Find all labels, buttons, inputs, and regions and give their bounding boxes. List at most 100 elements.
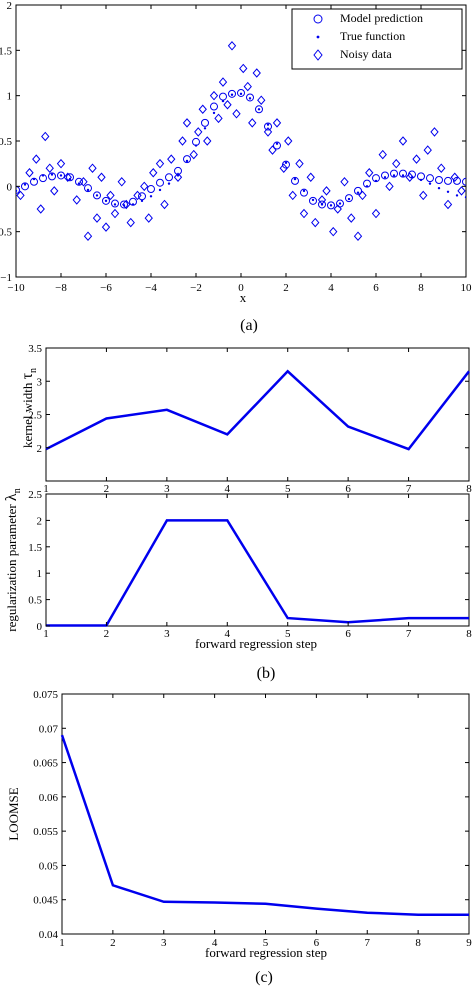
panel-c-loomse-plot: 1 2 3 4 5 6 7 8 9 0.04 0.045 0.05 0.055 0.06 0.065 0.07… bbox=[6, 689, 472, 986]
true-function-point bbox=[365, 185, 369, 188]
x-tick-label: −4 bbox=[145, 282, 157, 294]
y-tick-label: 0.055 bbox=[33, 826, 58, 838]
x-tick-label: 2 bbox=[283, 282, 289, 294]
noisy-data-point bbox=[16, 190, 25, 201]
panel-b-top-ticks: 1 2 3 4 5 6 7 8 2 2.5 3 3.5 bbox=[28, 343, 472, 495]
noisy-data-point bbox=[126, 217, 135, 228]
noisy-data-point bbox=[92, 213, 102, 223]
true-function-point bbox=[86, 188, 90, 192]
panel-c-plot-area bbox=[61, 693, 470, 935]
true-function-point bbox=[392, 174, 396, 177]
x-tick-label: 8 bbox=[466, 628, 472, 640]
true-function-point bbox=[275, 142, 279, 145]
x-tick-label: 3 bbox=[164, 628, 170, 640]
model-prediction-point bbox=[75, 177, 83, 186]
panel-c-x-axis-label: forward regression step bbox=[205, 945, 327, 960]
true-function-point bbox=[437, 186, 441, 190]
panel-b-top-plot-area bbox=[45, 347, 470, 482]
true-function-point bbox=[77, 182, 81, 185]
y-tick-label: 2 bbox=[37, 443, 43, 455]
noisy-data-point bbox=[252, 68, 261, 78]
noisy-data-point bbox=[423, 145, 432, 155]
true-function-point bbox=[320, 203, 324, 206]
y-tick-label: 0 bbox=[7, 181, 13, 193]
true-function-point bbox=[293, 177, 297, 181]
noisy-data-point bbox=[203, 136, 212, 146]
x-tick-label: 9 bbox=[466, 937, 472, 949]
noisy-data-point bbox=[347, 213, 356, 223]
noisy-data-point bbox=[257, 95, 266, 105]
panel-a-ticks: −10 −8 −6 −4 −2 0 2 4 6 8 10 −1 −0.5 0 0.5 1 1.5 2 bbox=[0, 0, 472, 294]
true-function-point bbox=[104, 199, 108, 203]
noisy-data-point bbox=[155, 158, 165, 169]
true-function-point bbox=[59, 174, 63, 177]
true-function-point bbox=[167, 182, 171, 185]
x-tick-label: 6 bbox=[345, 483, 351, 495]
noisy-data-point bbox=[173, 172, 183, 183]
model-prediction-point bbox=[84, 184, 92, 193]
y-tick-label: 0.045 bbox=[33, 895, 58, 907]
y-tick-label: 2 bbox=[37, 515, 43, 527]
true-function-point bbox=[464, 196, 466, 199]
panel-c-y-axis-label: LOOMSE bbox=[6, 787, 21, 841]
noisy-data-point bbox=[41, 131, 50, 142]
noisy-data-point bbox=[218, 77, 228, 87]
y-tick-label: 3 bbox=[37, 376, 43, 388]
true-function-point bbox=[284, 161, 288, 164]
model-prediction-point bbox=[300, 188, 308, 197]
model-prediction-point bbox=[462, 177, 466, 186]
legend-label: True function bbox=[340, 29, 405, 43]
panel-b-x-axis-label: forward regression step bbox=[195, 636, 317, 651]
model-prediction-point bbox=[111, 199, 119, 208]
noisy-data-point bbox=[133, 190, 142, 201]
x-tick-label: 3 bbox=[164, 483, 170, 495]
noisy-data-point bbox=[450, 172, 459, 183]
legend-diamond-marker bbox=[313, 49, 323, 61]
x-tick-label: 8 bbox=[466, 483, 472, 495]
x-tick-label: 5 bbox=[285, 483, 291, 495]
noisy-data-point bbox=[299, 208, 309, 219]
y-tick-label: 1 bbox=[37, 568, 43, 580]
noisy-data-point bbox=[365, 167, 374, 178]
y-tick-label: −0.5 bbox=[0, 227, 12, 239]
noisy-data-point bbox=[149, 167, 158, 178]
model-prediction-point bbox=[120, 200, 128, 209]
model-prediction-point bbox=[255, 105, 263, 114]
y-tick-label: 2 bbox=[7, 0, 13, 12]
true-function-point bbox=[257, 108, 261, 111]
noisy-data-point bbox=[223, 99, 232, 110]
true-function-point bbox=[122, 204, 126, 207]
noisy-data-point bbox=[385, 181, 394, 192]
panel-b-bottom-y-axis-label: regularization parameter λn bbox=[3, 488, 23, 631]
true-function-point bbox=[203, 127, 207, 130]
loomse-line bbox=[60, 734, 469, 917]
y-tick-label: 0.05 bbox=[39, 860, 59, 872]
y-tick-label: 1 bbox=[7, 91, 13, 103]
true-function-point bbox=[158, 188, 162, 192]
y-tick-label: 1.5 bbox=[0, 45, 13, 57]
panel-b-caption: (b) bbox=[257, 665, 276, 682]
panel-b-kernel-width-plot: 1 2 3 4 5 6 7 8 2 2.5 3 3.5 kernel width τn bbox=[19, 343, 472, 495]
noisy-data-point bbox=[405, 172, 414, 183]
model-prediction-point bbox=[165, 173, 173, 182]
x-tick-label: 2 bbox=[110, 937, 116, 949]
panel-a-x-axis-label: x bbox=[240, 290, 247, 305]
noisy-data-point bbox=[117, 177, 126, 187]
panel-a-legend: Model prediction True function Noisy data bbox=[291, 8, 463, 70]
true-function-point bbox=[248, 97, 252, 100]
model-prediction-point bbox=[264, 122, 272, 131]
noisy-data-point bbox=[140, 181, 149, 192]
noisy-data-point bbox=[232, 109, 241, 119]
x-tick-label: 1 bbox=[43, 483, 49, 495]
noisy-data-point bbox=[83, 231, 93, 241]
panel-b-bottom-marks bbox=[46, 519, 469, 627]
true-function-point bbox=[455, 194, 459, 197]
x-tick-label: 3 bbox=[161, 937, 167, 949]
noisy-data-point bbox=[182, 118, 192, 128]
panel-a-scatter-plot: −10 −8 −6 −4 −2 0 2 4 6 8 10 −1 −0.5 0 0.5 1 1.5 2 Model … bbox=[0, 0, 472, 334]
noisy-data-point bbox=[32, 154, 41, 164]
y-tick-label: 2.5 bbox=[28, 410, 42, 422]
x-tick-label: −2 bbox=[190, 282, 202, 294]
noisy-data-point bbox=[333, 204, 342, 214]
noisy-data-point bbox=[295, 158, 304, 169]
